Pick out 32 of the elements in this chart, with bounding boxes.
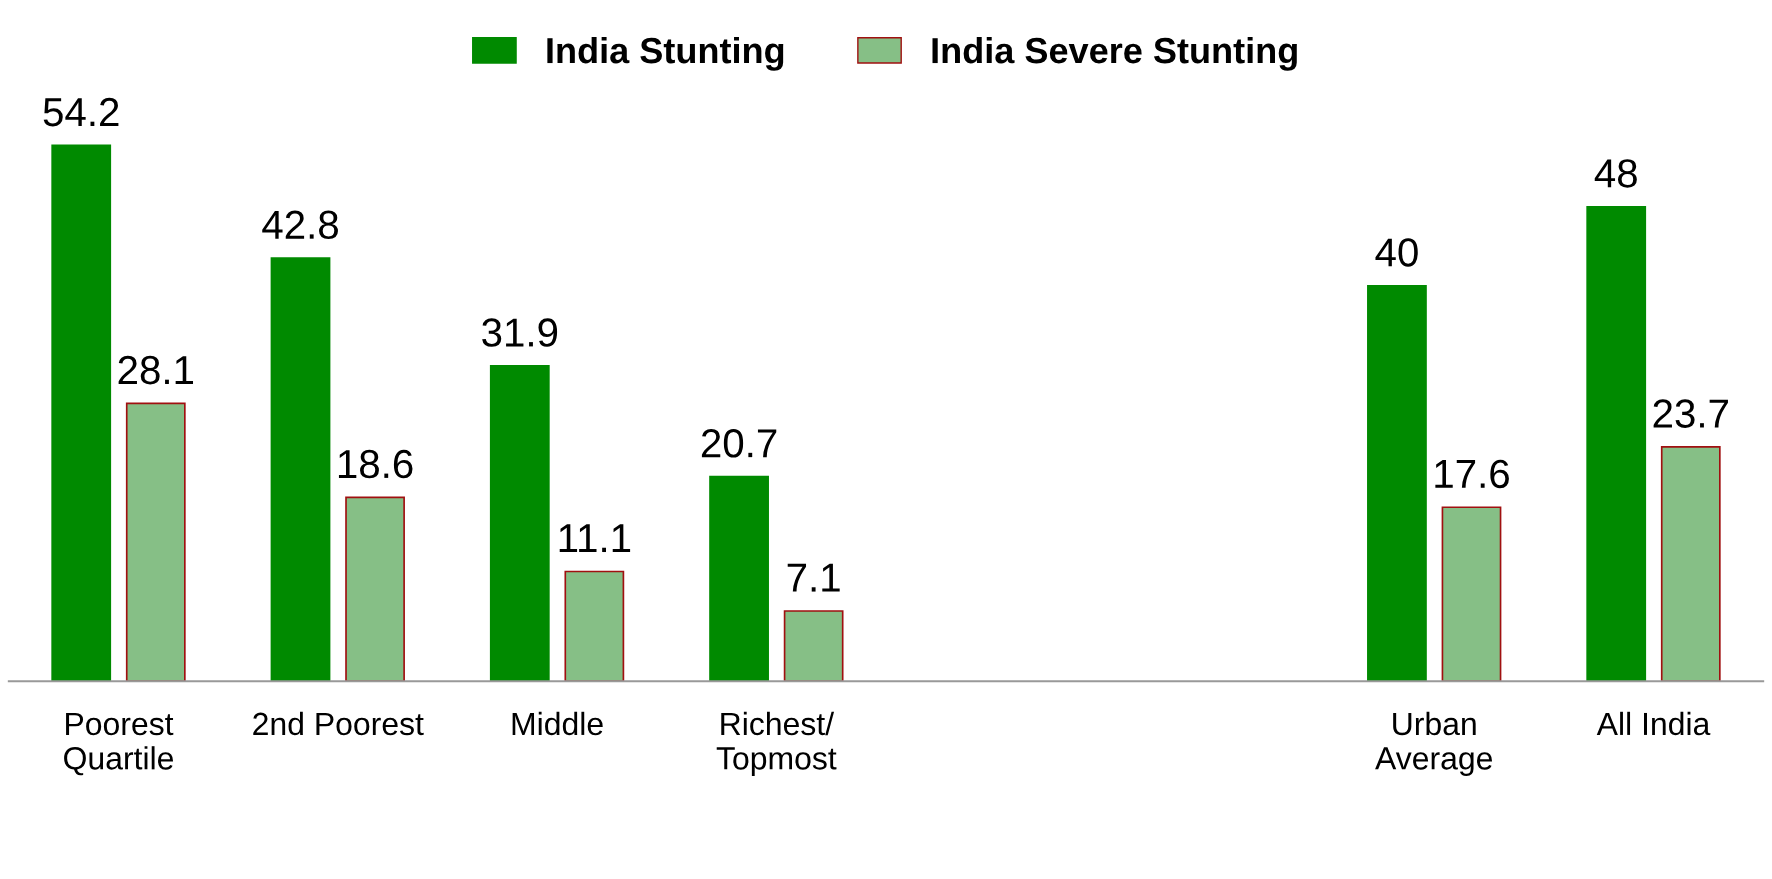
x-tick-label: Poorest Quartile bbox=[64, 712, 174, 776]
legend-label: India Stunting bbox=[547, 36, 784, 71]
bar bbox=[1660, 446, 1721, 682]
data-label: 18.6 bbox=[338, 449, 413, 479]
x-tick-label: Urban Average bbox=[1375, 711, 1493, 776]
x-tick-label: 2nd Poorest bbox=[253, 711, 424, 736]
data-label: 7.1 bbox=[787, 563, 840, 592]
data-label: 17.6 bbox=[1435, 459, 1509, 489]
bar bbox=[270, 257, 331, 682]
x-tick-label: Middle bbox=[512, 711, 603, 736]
bar bbox=[1586, 205, 1647, 682]
x-tick-label: Richest/ Topmost bbox=[716, 711, 837, 776]
data-label: 48 bbox=[1594, 159, 1637, 188]
legend-label: India Severe Stunting bbox=[932, 36, 1297, 71]
bar bbox=[51, 144, 112, 682]
bar bbox=[783, 610, 844, 682]
data-label: 40 bbox=[1375, 238, 1418, 267]
bar bbox=[345, 496, 405, 682]
bar bbox=[125, 402, 186, 682]
data-label: 20.7 bbox=[701, 429, 777, 458]
data-label: 31.9 bbox=[482, 318, 558, 347]
data-label: 42.8 bbox=[262, 210, 338, 240]
bar bbox=[1441, 506, 1502, 682]
data-label: 11.1 bbox=[559, 524, 631, 553]
data-label: 23.7 bbox=[1653, 399, 1728, 428]
bar bbox=[709, 475, 769, 682]
x-tick-label: All India bbox=[1596, 711, 1711, 736]
bar bbox=[1367, 284, 1427, 682]
bar bbox=[489, 365, 550, 682]
data-label: 28.1 bbox=[118, 355, 194, 385]
bar bbox=[564, 570, 625, 682]
data-label: 54.2 bbox=[43, 97, 119, 127]
